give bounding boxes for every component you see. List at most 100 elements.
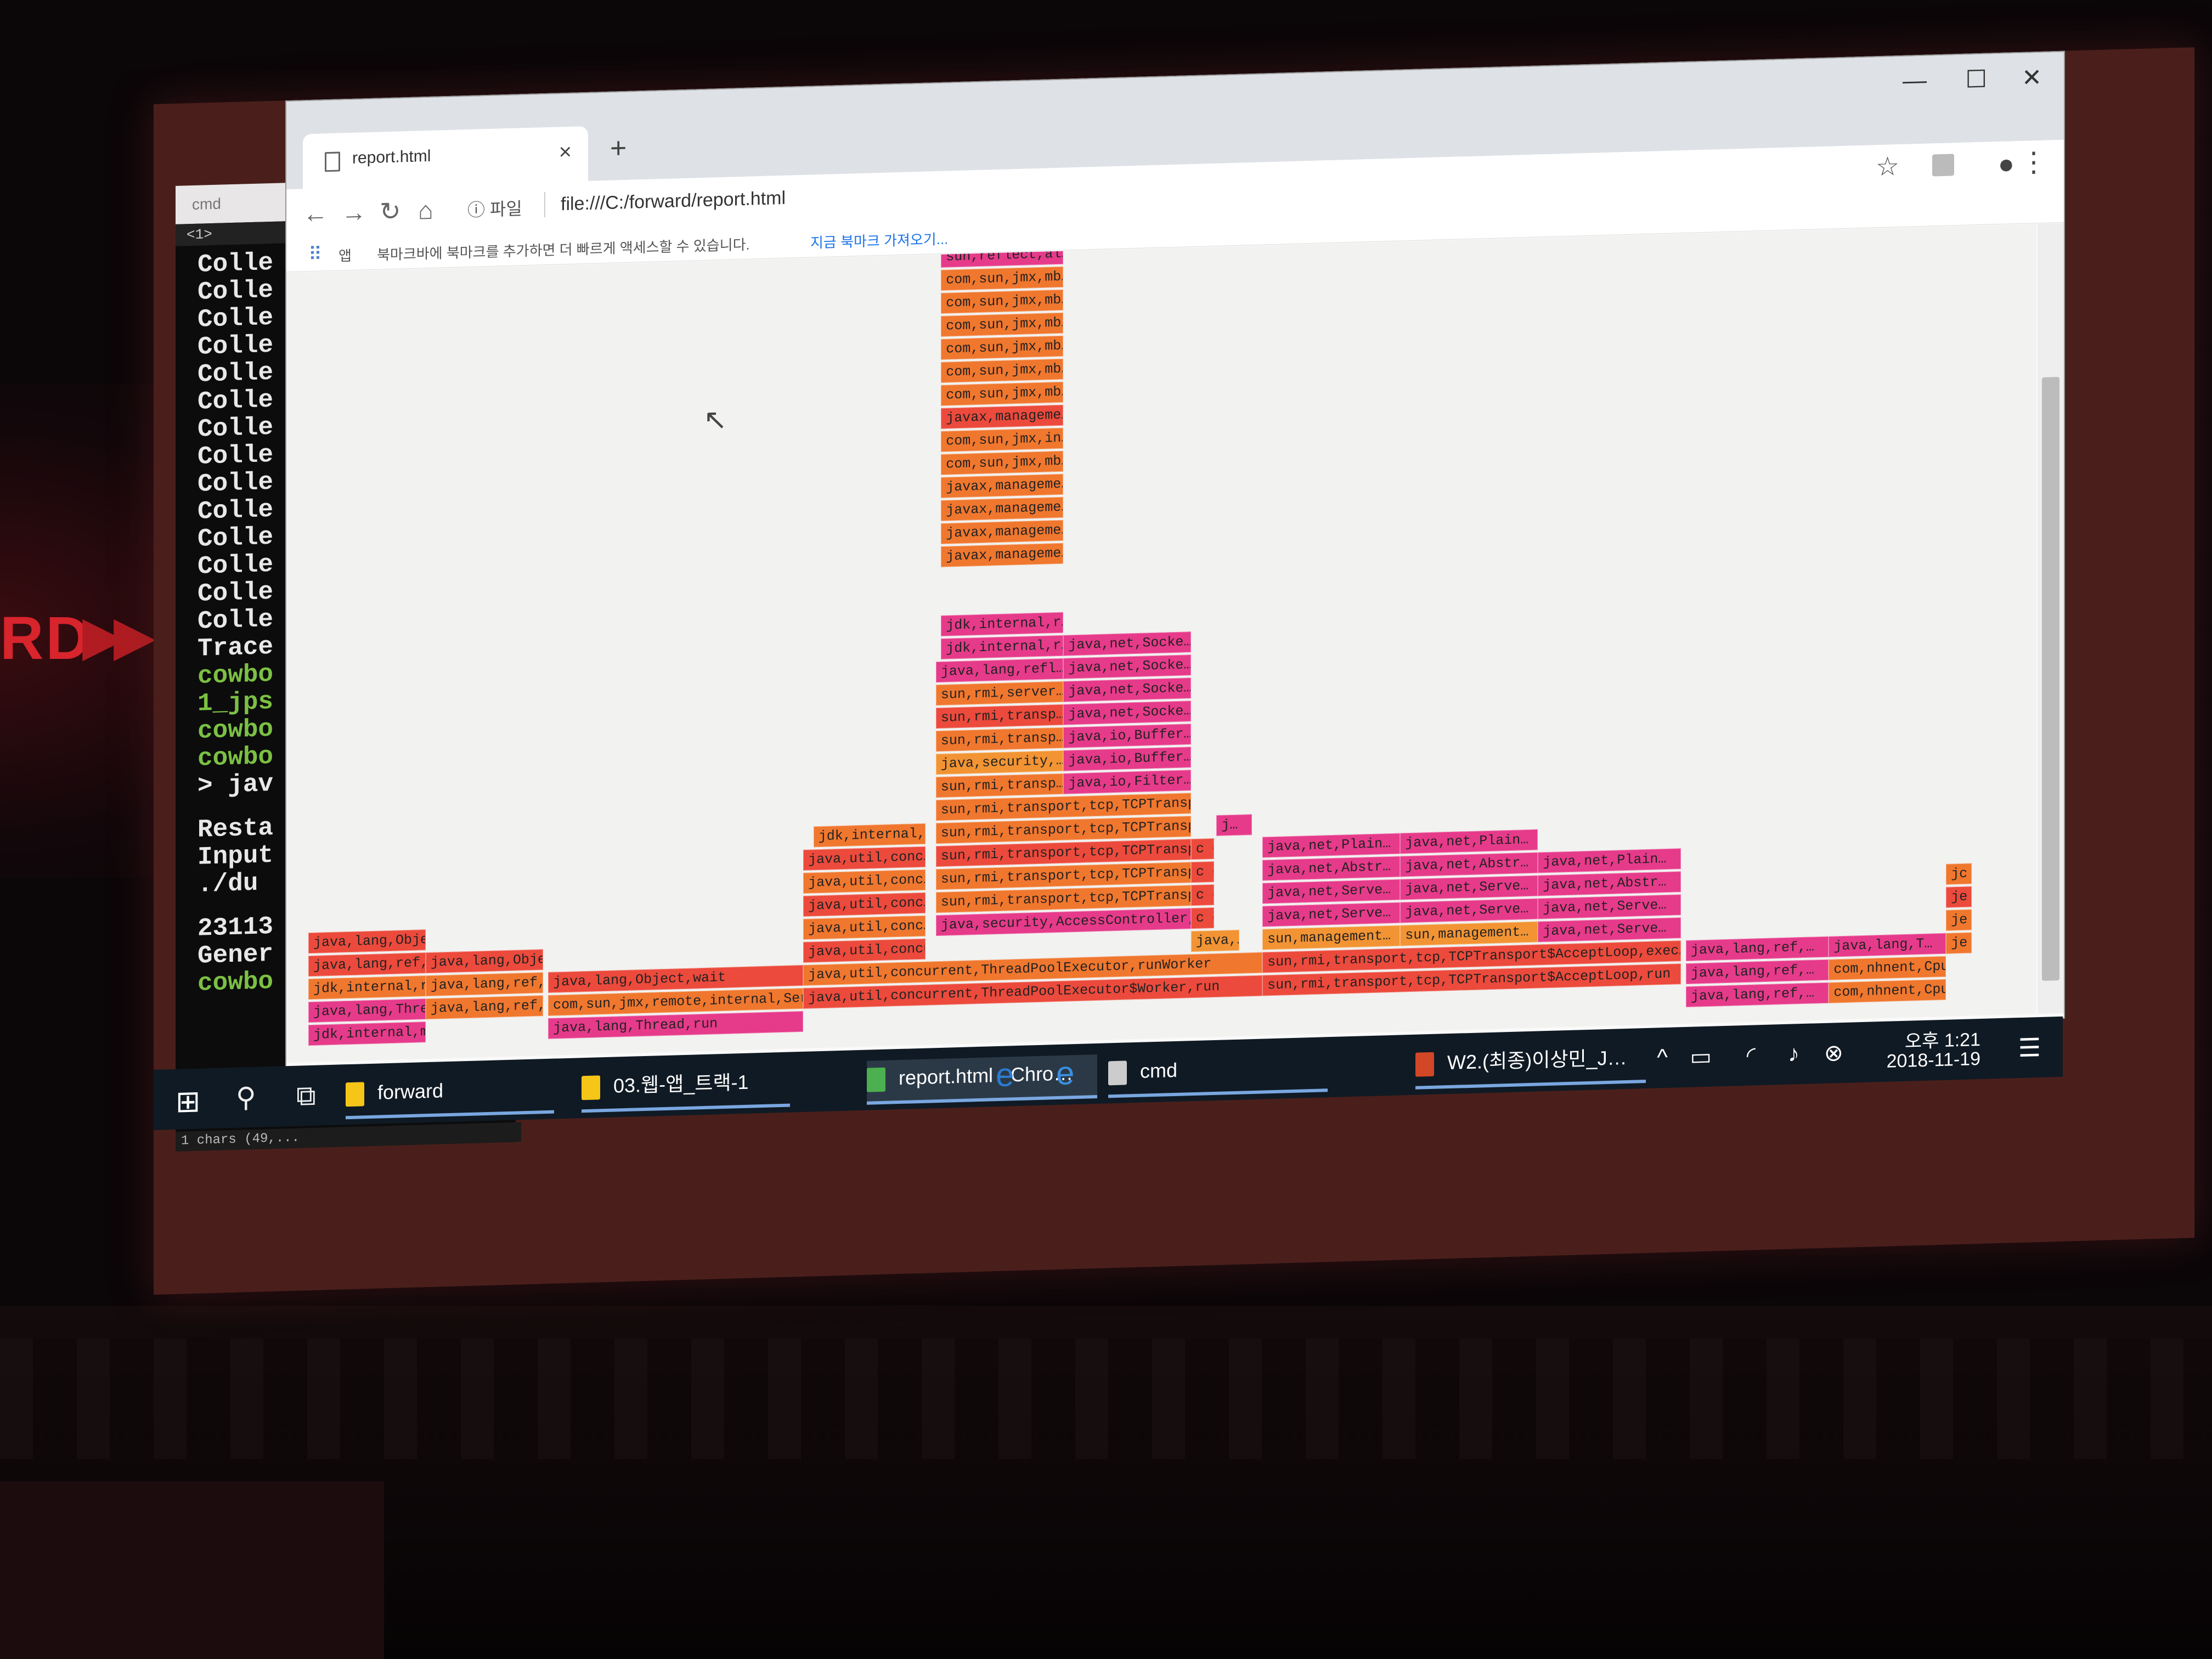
flame-frame[interactable]: jdk,internal,r… [941, 612, 1064, 636]
flame-frame[interactable]: jdk,internal,r… [941, 635, 1064, 659]
flame-frame[interactable]: java,security,… [935, 750, 1064, 775]
flame-frame[interactable]: com,sun,jmx,mb… [941, 450, 1064, 475]
apps-grid-icon[interactable]: ⠿ [308, 244, 322, 266]
flame-frame[interactable]: java,util,conc… [803, 869, 926, 894]
profile-icon[interactable]: ● [1997, 148, 2015, 180]
flame-frame[interactable]: sun,rmi,transp… [935, 773, 1064, 798]
flame-frame[interactable]: java,lang,T… [1829, 933, 1946, 957]
flame-frame[interactable]: c co… [1190, 861, 1214, 883]
flame-frame[interactable]: java,net,Socke… [1063, 631, 1191, 656]
flame-frame[interactable]: java,security,AccessController,d… [935, 908, 1191, 936]
flame-frame[interactable]: java,lang,ref,… [308, 952, 426, 977]
import-bookmarks-link[interactable]: 지금 북마크 가져오기... [810, 230, 949, 251]
flame-frame[interactable]: c co… [1190, 838, 1214, 860]
menu-icon[interactable]: ⋮ [2020, 146, 2047, 178]
flame-frame[interactable]: com,nhnent,Cpu… [1829, 979, 1946, 1003]
flame-frame[interactable]: jdk,internal,r… [308, 975, 426, 1000]
close-window-button[interactable]: ✕ [2022, 64, 2042, 92]
apps-label[interactable]: 앱 [338, 247, 352, 264]
flame-frame[interactable]: java,net,Plain… [1400, 829, 1538, 854]
flame-frame[interactable]: com,sun,jmx,in… [941, 427, 1064, 452]
flame-frame[interactable]: java,net,Serve… [1538, 917, 1681, 943]
flame-frame[interactable]: java,net,Socke… [1063, 701, 1191, 725]
flame-frame[interactable]: java,net,Serve… [1538, 894, 1681, 919]
home-icon[interactable]: ⌂ [418, 195, 433, 225]
bookmark-star-icon[interactable]: ☆ [1875, 152, 1899, 182]
flame-frame[interactable]: java,util,conc… [803, 846, 926, 871]
flame-frame[interactable]: java,lang,Obje… [308, 929, 426, 954]
flame-frame[interactable]: java,net,Serve… [1262, 902, 1401, 927]
flame-frame[interactable]: javax,manageme… [941, 543, 1064, 567]
flame-frame[interactable]: com,sun,jmx,mb… [941, 289, 1064, 314]
taskbar-cmd[interactable]: cmd [1108, 1048, 1328, 1098]
flame-frame[interactable]: com,sun,jmx,mb… [941, 266, 1064, 291]
flame-frame[interactable]: com,sun,jmx,mb… [941, 335, 1064, 360]
flame-frame[interactable]: java,net,Serve… [1262, 879, 1401, 904]
flame-frame[interactable]: je [1946, 886, 1972, 908]
flame-frame[interactable]: com,nhnent,Cpu… [1829, 956, 1946, 980]
flame-frame[interactable]: c co… [1190, 884, 1214, 906]
flame-frame[interactable]: javax,manageme… [941, 473, 1064, 498]
search-icon[interactable]: ⚲ [236, 1081, 256, 1113]
flame-frame[interactable]: java,io,Buffer… [1063, 724, 1191, 748]
error-icon[interactable]: ⊗ [1824, 1039, 1843, 1066]
site-info-icon[interactable]: ⓘ 파일 [467, 199, 522, 221]
flame-frame[interactable]: java,net,Socke… [1063, 678, 1191, 702]
maximize-button[interactable]: ☐ [1965, 65, 1987, 93]
flame-frame[interactable]: j… [1216, 814, 1252, 836]
task-view-icon[interactable]: ⧉ [296, 1080, 316, 1111]
flame-frame[interactable]: java,net,Abstr… [1400, 852, 1538, 877]
flame-frame[interactable]: sun,rmi,transp… [935, 704, 1064, 729]
minimize-button[interactable]: — [1903, 66, 1927, 94]
close-tab-icon[interactable]: × [558, 139, 572, 165]
flame-frame[interactable]: java,net,Abstr… [1262, 856, 1401, 881]
flame-frame[interactable]: java,io,Buffer… [1063, 747, 1191, 771]
flame-frame[interactable]: java,lang,ref,… [1686, 982, 1829, 1007]
forward-icon[interactable]: → [341, 198, 366, 227]
flame-frame[interactable]: com,sun,jmx,mb… [941, 381, 1064, 406]
flame-frame[interactable]: java,net,Plain… [1538, 848, 1681, 873]
flame-frame[interactable]: java,net,Socke… [1063, 654, 1191, 679]
flame-frame[interactable]: sun,rmi,server… [935, 681, 1064, 706]
taskbar-powerpoint[interactable]: W2.(최종)이상민_J… [1415, 1039, 1646, 1090]
flame-frame[interactable]: jdk,internal,m… [308, 1022, 426, 1046]
vertical-scrollbar[interactable] [2038, 223, 2064, 1014]
flame-frame[interactable]: java,net,Serve… [1400, 898, 1538, 923]
taskbar-webapp-folder[interactable]: 03.웹-앱_트랙-1 [582, 1063, 790, 1113]
flame-frame[interactable]: java,net,Serve… [1400, 875, 1538, 900]
tray-expand-icon[interactable]: ^ [1657, 1043, 1668, 1070]
flame-frame[interactable]: java,net,Plain… [1262, 833, 1401, 858]
flame-frame[interactable]: java,… [1190, 929, 1240, 952]
flame-frame[interactable]: java,lang,ref,… [1686, 959, 1829, 984]
flame-frame[interactable]: java,lang,refl… [935, 658, 1064, 683]
flame-frame[interactable]: sun,management… [1400, 921, 1538, 946]
flame-frame[interactable]: java,lang,Obje… [425, 949, 543, 974]
windows-start-icon[interactable]: ⊞ [176, 1085, 201, 1119]
extension-icon[interactable] [1932, 154, 1954, 177]
taskbar-forward-folder[interactable]: forward [346, 1070, 554, 1120]
tab-report[interactable]: report.html × [303, 126, 588, 189]
volume-icon[interactable]: ♪ [1788, 1040, 1799, 1066]
new-tab-button[interactable]: + [610, 132, 627, 165]
wifi-icon[interactable]: ◜ [1746, 1042, 1756, 1068]
flame-frame[interactable]: javax,manageme… [941, 496, 1064, 521]
flame-frame[interactable]: javax,manageme… [941, 404, 1064, 429]
flame-frame[interactable]: java,lang,ref,… [1686, 936, 1829, 961]
flame-frame[interactable]: java,lang,Thread,run [548, 1011, 804, 1039]
flame-frame[interactable]: java,util,conc… [803, 892, 926, 917]
flame-frame[interactable]: java,util,concurre… [803, 938, 926, 963]
flame-frame[interactable]: je [1946, 909, 1972, 931]
clock-date[interactable]: 2018-11-19 [1886, 1048, 1980, 1072]
flame-frame[interactable]: javax,manageme… [941, 520, 1064, 544]
flame-frame[interactable]: sun,rmi,transp… [935, 727, 1064, 752]
flame-frame[interactable]: com,sun,jmx,mb… [941, 312, 1064, 337]
flame-frame[interactable]: c co… [1190, 907, 1214, 929]
flame-frame[interactable]: java,lang,ref,… [425, 972, 543, 997]
flame-frame[interactable]: com,sun,jmx,mb… [941, 358, 1064, 383]
flame-frame[interactable]: java,util,conc… [803, 915, 926, 940]
scrollbar-thumb[interactable] [2042, 376, 2059, 981]
edge-icon[interactable]: e [996, 1056, 1014, 1094]
ie-icon[interactable]: e [1056, 1054, 1075, 1092]
back-icon[interactable]: ← [303, 199, 328, 228]
flame-frame[interactable]: sun,management… [1262, 925, 1401, 950]
